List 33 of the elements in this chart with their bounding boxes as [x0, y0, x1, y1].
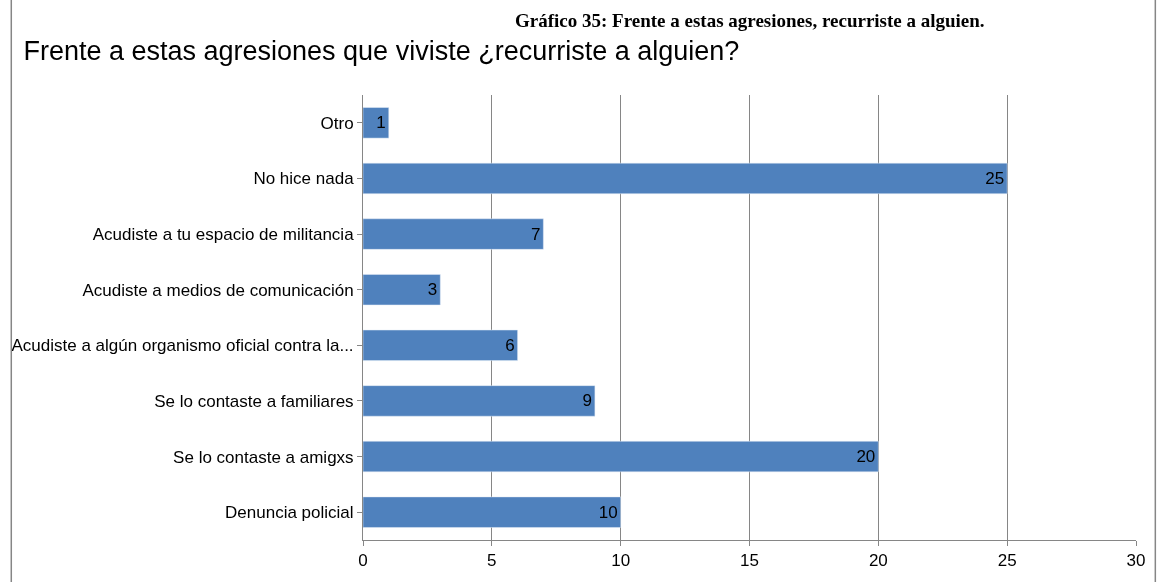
- bar: [363, 218, 544, 250]
- x-tick-label: 20: [868, 551, 888, 571]
- x-tick-label: 30: [1126, 551, 1146, 571]
- y-tick-label: Acudiste a medios de comunicación: [82, 280, 354, 300]
- text: Gráfico 35: Frente a estas agresiones, recurriste a alguien.: [515, 10, 985, 31]
- data-label: 25: [985, 168, 1005, 188]
- x-tick-label: 0: [358, 551, 368, 571]
- bar: [363, 385, 596, 417]
- data-label: 9: [582, 391, 592, 411]
- y-tick-label: No hice nada: [253, 169, 355, 189]
- chart-title: Frente a estas agresiones que viviste ¿recurriste a alguien?: [23, 35, 740, 66]
- y-tick-label: Otro: [320, 113, 354, 133]
- bar: [363, 107, 390, 139]
- data-label: 7: [530, 224, 541, 244]
- data-label: 6: [505, 335, 515, 355]
- y-tick-label: Se lo contaste a amigxs: [173, 447, 354, 467]
- bar: [363, 496, 621, 528]
- data-label: 1: [376, 113, 386, 133]
- data-label: 3: [427, 280, 438, 300]
- y-tick-label: Acudiste a algún organismo oficial contra la...: [11, 336, 354, 356]
- x-tick-label: 15: [740, 551, 759, 571]
- data-label: 10: [598, 502, 618, 522]
- bar: [363, 162, 1008, 194]
- y-tick-label: Acudiste a tu espacio de militancia: [92, 225, 355, 245]
- bar: [363, 274, 441, 306]
- x-tick-label: 5: [487, 551, 497, 571]
- x-tick-label: 10: [611, 551, 631, 571]
- bar: [363, 441, 879, 473]
- bar: [363, 329, 518, 361]
- y-tick-label: Se lo contaste a familiares: [154, 391, 354, 411]
- x-tick-label: 25: [997, 551, 1017, 571]
- y-tick-label: Denuncia policial: [225, 503, 354, 523]
- data-label: 20: [856, 447, 876, 467]
